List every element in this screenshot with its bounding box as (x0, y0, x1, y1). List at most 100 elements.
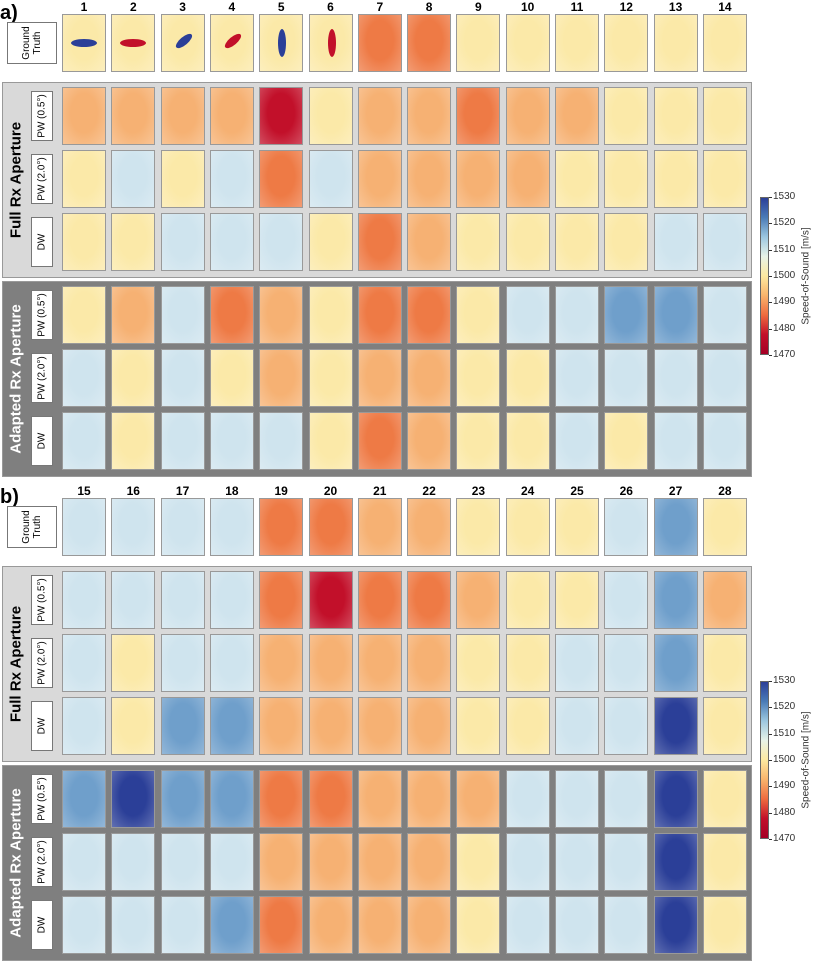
column-number: 19 (274, 484, 288, 498)
image-tile (505, 412, 550, 470)
image-tile (505, 697, 550, 755)
row-label-box: PW (0.5°) (31, 774, 53, 824)
image-tile (407, 571, 452, 629)
image-tile (555, 213, 599, 271)
colorbar-tick (769, 760, 772, 761)
image-tile (407, 412, 452, 470)
image-tile (160, 150, 205, 208)
image-tile (111, 286, 156, 344)
colorbar-tick-label: 1530 (773, 675, 796, 686)
image-tile (308, 697, 353, 755)
image-tile (357, 286, 402, 344)
image-tile (456, 14, 501, 72)
image-tile (259, 498, 304, 556)
row-label-box: PW (2.0°) (31, 154, 53, 204)
image-tile (702, 150, 747, 208)
row-label-box: PW (0.5°) (31, 290, 53, 340)
image-tile (653, 896, 698, 954)
image-tile (160, 571, 205, 629)
image-tile (160, 770, 205, 828)
colorbar-tick-label: 1520 (773, 217, 796, 229)
row-label: PW (2.0°) (36, 641, 48, 685)
image-tile (111, 634, 156, 692)
image-tile (702, 634, 747, 692)
image-tile (505, 349, 550, 407)
image-tile (111, 896, 156, 954)
image-tile (160, 286, 205, 344)
image-tile (604, 697, 649, 755)
image-tile (308, 498, 353, 556)
image-tile (604, 213, 649, 271)
image-tile (357, 498, 402, 556)
image-tile (259, 770, 304, 828)
row-label-box: DW (31, 900, 53, 950)
image-tile (702, 833, 747, 891)
image-tile (111, 833, 156, 891)
image-tile (653, 833, 698, 891)
image-tile (456, 498, 501, 556)
image-tile (702, 770, 747, 828)
image-tile (160, 634, 205, 692)
column-number: 9 (475, 0, 482, 14)
colorbar-tick-label: 1470 (773, 833, 796, 844)
colorbar-tick-label: 1470 (773, 349, 796, 360)
image-tile (259, 349, 304, 407)
image-tile (259, 896, 304, 954)
colorbar-tick (769, 302, 772, 304)
image-tile (259, 286, 304, 344)
inclusion (327, 29, 336, 57)
image-tile (555, 571, 599, 629)
image-tile (702, 14, 747, 72)
image-tile (209, 697, 254, 755)
image-tile (555, 833, 599, 891)
image-tile (505, 833, 550, 891)
image-tile (407, 697, 452, 755)
image-tile (456, 896, 501, 954)
image-tile (604, 498, 649, 556)
image-tile (407, 150, 452, 208)
column-number: 17 (175, 484, 190, 498)
colorbar (760, 197, 769, 355)
colorbar-label: Speed-of-Sound [m/s] (800, 711, 812, 809)
image-tile (308, 896, 353, 954)
image-tile (160, 14, 205, 72)
panel-label: b) (0, 486, 19, 508)
image-tile (209, 896, 254, 954)
image-tile (653, 349, 698, 407)
image-tile (160, 349, 205, 407)
image-tile (555, 896, 599, 954)
column-number: 22 (422, 484, 436, 498)
image-tile (407, 770, 452, 828)
column-number: 13 (668, 0, 683, 14)
column-number: 2 (129, 0, 137, 14)
image-tile (308, 634, 353, 692)
colorbar-tick (769, 223, 772, 225)
image-tile (505, 14, 550, 72)
colorbar-tick (769, 839, 772, 840)
column-number: 5 (277, 0, 285, 14)
row-label: DW (36, 432, 48, 450)
image-tile (702, 87, 747, 145)
image-tile (555, 412, 599, 470)
image-tile (160, 833, 205, 891)
image-tile (604, 349, 649, 407)
image-tile (62, 571, 106, 629)
image-tile (357, 87, 402, 145)
image-tile (604, 571, 649, 629)
image-tile (160, 697, 205, 755)
image-tile (62, 833, 106, 891)
image-tile (653, 150, 698, 208)
image-tile (505, 87, 550, 145)
column-number: 4 (228, 0, 236, 14)
image-tile (209, 14, 254, 72)
image-tile (62, 412, 106, 470)
image-tile (259, 634, 304, 692)
inclusion (173, 31, 194, 51)
row-label: PW (2.0°) (36, 157, 48, 201)
column-number: 14 (718, 0, 732, 14)
row-label-box: PW (0.5°) (31, 575, 53, 625)
colorbar-tick-label: 1510 (773, 727, 796, 739)
column-number: 12 (619, 0, 633, 14)
image-tile (111, 349, 156, 407)
row-label-box: PW (2.0°) (31, 353, 53, 403)
